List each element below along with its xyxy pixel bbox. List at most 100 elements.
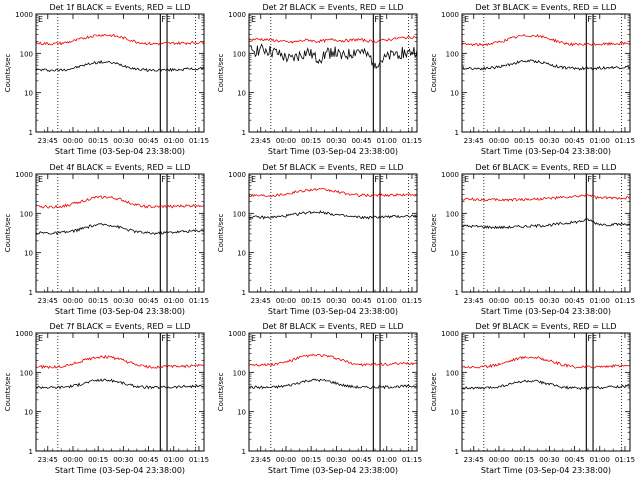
x-tick-label: 00:00 [63, 297, 83, 305]
panel-title: Det 9f BLACK = Events, RED = LLD [475, 322, 616, 331]
y-tick-label: 100 [233, 210, 246, 218]
events-series-line [35, 223, 205, 236]
y-tick-label: 100 [446, 210, 459, 218]
y-tick-label: 100 [20, 369, 33, 377]
x-tick-label: 00:00 [276, 456, 296, 464]
x-axis-label: Start Time (03-Sep-04 23:38:00) [481, 147, 611, 156]
detector-panel: Det 4f BLACK = Events, RED = LLD Counts/s… [4, 163, 209, 316]
events-series-line [35, 59, 205, 73]
marker-fe-label: FE [374, 175, 384, 184]
y-tick-label: 1 [455, 289, 459, 297]
x-tick-label: 01:15 [615, 456, 635, 464]
y-tick-label: 10 [237, 250, 246, 258]
marker-fe-label: FE [587, 15, 597, 24]
marker-fe-label: FE [161, 175, 171, 184]
y-tick-label: 1 [455, 448, 459, 456]
x-tick-label: 00:15 [88, 456, 108, 464]
x-tick-label: 00:30 [539, 297, 559, 305]
plot-frame [248, 332, 418, 452]
x-tick-label: 00:30 [326, 137, 346, 145]
detector-panel: Det 9f BLACK = Events, RED = LLD Counts/s… [430, 322, 635, 475]
marker-e-label: E [251, 175, 256, 184]
x-tick-label: 00:30 [113, 456, 133, 464]
y-tick-label: 1 [242, 448, 246, 456]
x-tick-label: 23:45 [464, 297, 484, 305]
x-tick-label: 00:30 [326, 456, 346, 464]
lld-series-line [461, 193, 631, 202]
x-axis-label: Start Time (03-Sep-04 23:38:00) [268, 147, 398, 156]
x-tick-label: 01:00 [164, 456, 184, 464]
y-axis-label: Counts/sec [217, 54, 225, 93]
x-tick-label: 00:30 [113, 137, 133, 145]
y-axis-label: Counts/sec [430, 214, 438, 253]
x-axis-label: Start Time (03-Sep-04 23:38:00) [481, 466, 611, 475]
x-tick-label: 23:45 [38, 456, 58, 464]
y-tick-label: 1000 [228, 330, 246, 338]
panel-title: Det 5f BLACK = Events, RED = LLD [262, 163, 403, 172]
marker-fe-label: FE [587, 334, 597, 343]
x-tick-label: 00:45 [564, 137, 584, 145]
x-tick-label: 00:30 [539, 456, 559, 464]
x-tick-label: 00:15 [514, 456, 534, 464]
lld-series-line [461, 33, 631, 47]
panel-title: Det 3f BLACK = Events, RED = LLD [475, 3, 616, 12]
x-tick-label: 00:45 [564, 297, 584, 305]
x-axis-label: Start Time (03-Sep-04 23:38:00) [55, 147, 185, 156]
x-tick-label: 23:45 [38, 137, 58, 145]
x-tick-label: 01:00 [377, 297, 397, 305]
marker-fe-label: FE [587, 175, 597, 184]
y-axis-label: Counts/sec [430, 373, 438, 412]
x-tick-label: 00:30 [113, 297, 133, 305]
x-tick-label: 01:00 [164, 297, 184, 305]
marker-e-label: E [251, 15, 256, 24]
marker-fe-label: FE [161, 334, 171, 343]
y-tick-label: 10 [450, 250, 459, 258]
y-tick-label: 1000 [228, 171, 246, 179]
plot-frame [35, 13, 205, 133]
y-tick-label: 10 [24, 250, 33, 258]
detector-panel: Det 6f BLACK = Events, RED = LLD Counts/s… [430, 163, 635, 316]
x-axis-label: Start Time (03-Sep-04 23:38:00) [481, 307, 611, 316]
lld-series-line [248, 35, 418, 44]
detector-panel: Det 3f BLACK = Events, RED = LLD Counts/s… [430, 3, 635, 156]
x-tick-label: 00:00 [489, 297, 509, 305]
x-tick-label: 01:00 [590, 297, 610, 305]
x-tick-label: 23:45 [251, 137, 271, 145]
x-tick-label: 23:45 [251, 456, 271, 464]
y-tick-label: 1000 [15, 171, 33, 179]
plot-frame [35, 332, 205, 452]
events-series-line [248, 43, 418, 70]
x-tick-label: 00:45 [564, 456, 584, 464]
detector-panel: Det 7f BLACK = Events, RED = LLD Counts/s… [4, 322, 209, 475]
x-tick-label: 00:00 [276, 297, 296, 305]
x-tick-label: 01:15 [189, 137, 209, 145]
y-axis-label: Counts/sec [217, 214, 225, 253]
y-tick-label: 1 [29, 289, 33, 297]
detector-panel: Det 2f BLACK = Events, RED = LLD Counts/s… [217, 3, 422, 156]
y-axis-label: Counts/sec [4, 214, 12, 253]
x-tick-label: 01:15 [615, 297, 635, 305]
events-series-line [461, 379, 631, 391]
marker-fe-label: FE [161, 15, 171, 24]
y-axis-label: Counts/sec [4, 373, 12, 412]
y-tick-label: 1 [29, 448, 33, 456]
plot-frame [248, 173, 418, 293]
panel-title: Det 2f BLACK = Events, RED = LLD [262, 3, 403, 12]
x-axis-label: Start Time (03-Sep-04 23:38:00) [268, 307, 398, 316]
y-tick-label: 10 [237, 409, 246, 417]
x-tick-label: 01:15 [402, 137, 422, 145]
x-tick-label: 01:15 [402, 456, 422, 464]
y-tick-label: 10 [450, 90, 459, 98]
events-series-line [461, 218, 631, 230]
marker-e-label: E [464, 334, 469, 343]
y-tick-label: 1 [455, 129, 459, 137]
marker-fe-label: FE [374, 334, 384, 343]
x-tick-label: 01:15 [189, 297, 209, 305]
panel-title: Det 4f BLACK = Events, RED = LLD [49, 163, 190, 172]
plot-frame [35, 173, 205, 293]
x-tick-label: 01:15 [189, 456, 209, 464]
x-tick-label: 00:15 [514, 137, 534, 145]
lld-series-line [35, 354, 205, 370]
marker-fe-label: FE [374, 15, 384, 24]
